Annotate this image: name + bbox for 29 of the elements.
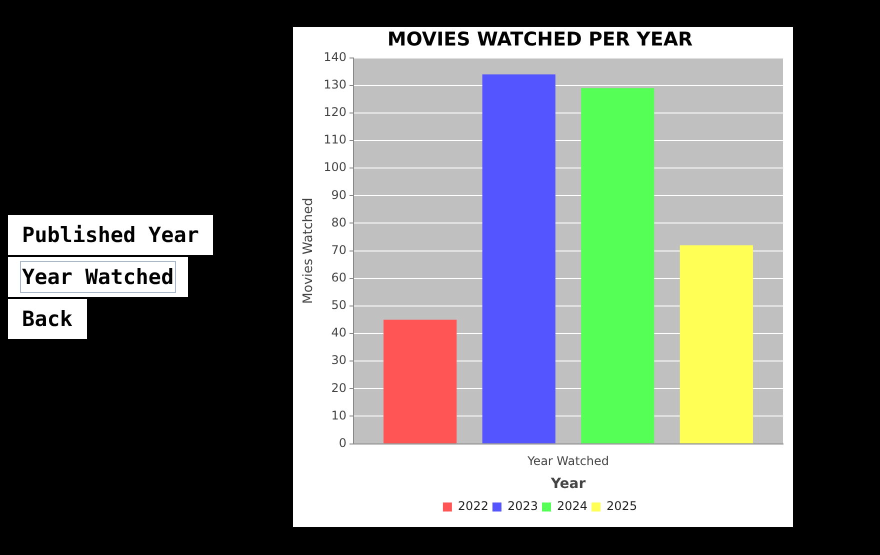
- text: Year Watched: [20, 261, 176, 293]
- x-axis-title: Year: [550, 476, 586, 492]
- bar: [581, 88, 654, 444]
- legend-label: 2022: [458, 499, 488, 514]
- legend-label: 2025: [606, 499, 638, 514]
- y-axis-title: Movies Watched: [301, 198, 316, 304]
- y-tick-label: 70: [331, 242, 347, 257]
- y-tick-label: 120: [324, 105, 347, 120]
- chart-title: MOVIES WATCHED PER YEAR: [387, 28, 694, 50]
- text: Back: [21, 306, 74, 333]
- y-tick-label: 140: [324, 50, 347, 64]
- y-tick-label: 30: [331, 353, 347, 368]
- y-tick-label: 110: [324, 132, 347, 147]
- bar: [384, 320, 457, 444]
- y-tick-label: 40: [331, 326, 347, 340]
- y-tick-label: 100: [324, 160, 347, 174]
- text: Published Year: [21, 222, 200, 249]
- y-tick-label: 0: [338, 436, 347, 450]
- y-tick-label: 90: [331, 188, 347, 202]
- y-tick-label: 50: [331, 298, 347, 312]
- bar: [680, 245, 753, 444]
- legend-label: 2024: [557, 499, 588, 514]
- legend-label: 2023: [507, 499, 538, 514]
- bar: [482, 74, 556, 444]
- y-tick-label: 10: [331, 408, 347, 422]
- y-tick-label: 60: [331, 270, 347, 284]
- y-tick-label: 130: [324, 77, 347, 92]
- y-tick-label: 80: [331, 215, 347, 230]
- y-tick-label: 20: [331, 380, 347, 395]
